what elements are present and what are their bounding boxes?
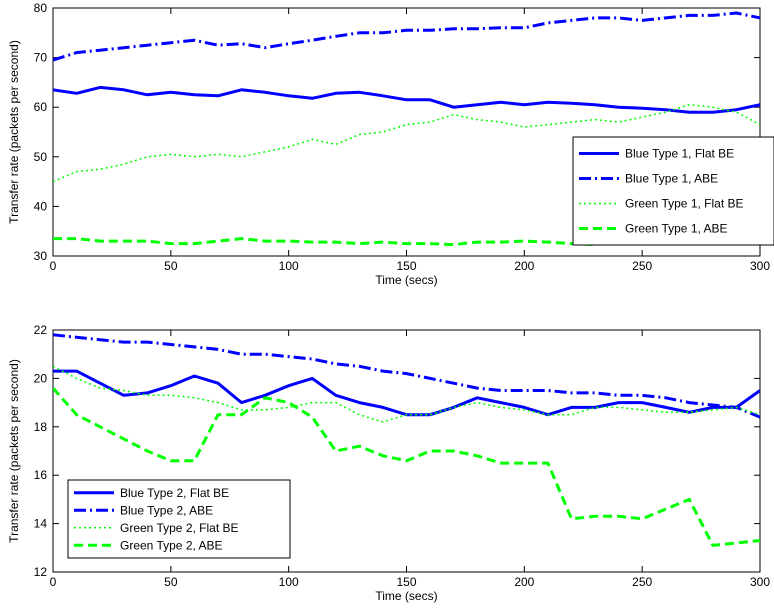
chart-type2: 0 50 100 150 200 250 300 12 14 16 18 20 22 Time (secs… xyxy=(7,323,770,603)
series-line-2 xyxy=(53,333,760,419)
x-tick-label: 100 xyxy=(279,575,299,589)
x-tick-label: 200 xyxy=(514,575,534,589)
x-tick-label: 250 xyxy=(632,259,652,273)
y-tick-label: 12 xyxy=(34,565,48,579)
legend-label: Blue Type 2, Flat BE xyxy=(120,486,229,500)
legend-label: Green Type 2, Flat BE xyxy=(120,521,239,535)
x-tick-label: 300 xyxy=(750,575,770,589)
chart-type1: 0 50 100 150 200 250 300 30 40 50 60 70 80 Time (secs… xyxy=(7,1,774,287)
y-tick-label: 14 xyxy=(34,517,48,531)
y-tick-label: 16 xyxy=(34,468,48,482)
x-tick-label: 200 xyxy=(514,259,534,273)
legend-label: Green Type 2, ABE xyxy=(120,538,223,552)
legend-label: Blue Type 1, ABE xyxy=(625,172,718,186)
x-tick-label: 0 xyxy=(50,575,57,589)
y-tick-label: 30 xyxy=(34,249,48,263)
x-tick-label: 150 xyxy=(396,575,416,589)
legend-label: Green Type 1, ABE xyxy=(625,222,728,236)
x-tick-label: 50 xyxy=(164,575,178,589)
y-tick-label: 70 xyxy=(34,51,48,65)
x-tick-label: 300 xyxy=(750,259,770,273)
y-axis-label: Transfer rate (packets per second) xyxy=(7,40,21,224)
x-tick-label: 50 xyxy=(164,259,178,273)
y-tick-label: 60 xyxy=(34,100,48,114)
x-axis-label: Time (secs) xyxy=(375,589,437,603)
x-axis-label: Time (secs) xyxy=(375,273,437,287)
y-tick-label: 80 xyxy=(34,1,48,15)
y-tick-label: 50 xyxy=(34,150,48,164)
y-tick-label: 22 xyxy=(34,323,48,337)
series-line-3 xyxy=(53,365,760,423)
y-axis-label: Transfer rate (packets per second) xyxy=(7,359,21,543)
series-line-4 xyxy=(53,387,760,547)
series-line-1 xyxy=(53,85,760,114)
series-line-3 xyxy=(53,103,760,183)
x-tick-label: 100 xyxy=(279,259,299,273)
x-tick-label: 0 xyxy=(50,259,57,273)
x-tick-label: 150 xyxy=(396,259,416,273)
y-tick-label: 20 xyxy=(34,371,48,385)
y-tick-label: 18 xyxy=(34,420,48,434)
legend-label: Blue Type 1, Flat BE xyxy=(625,147,734,161)
legend-label: Blue Type 2, ABE xyxy=(120,503,213,517)
series-line-2 xyxy=(53,11,760,62)
legend-label: Green Type 1, Flat BE xyxy=(625,197,744,211)
y-tick-label: 40 xyxy=(34,199,48,213)
x-tick-label: 250 xyxy=(632,575,652,589)
